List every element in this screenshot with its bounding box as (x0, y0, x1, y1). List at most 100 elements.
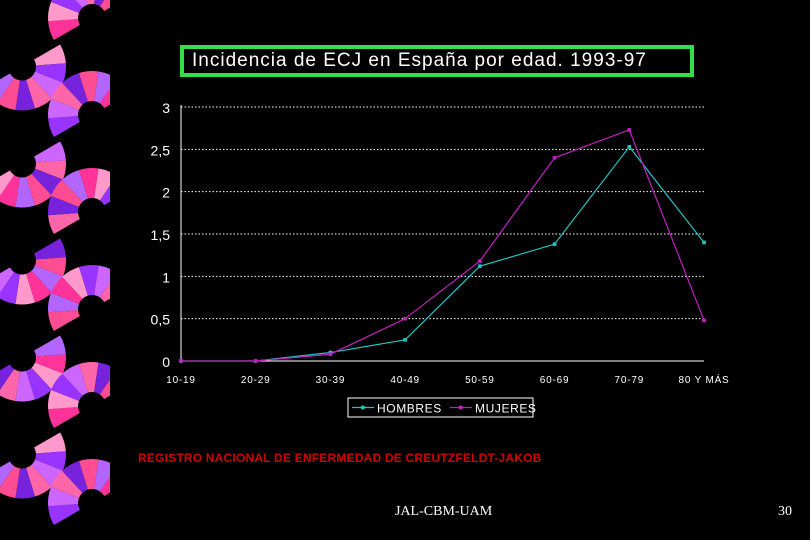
fan-segment (0, 272, 20, 305)
data-point (552, 156, 557, 160)
data-point (478, 259, 482, 263)
data-point (179, 359, 183, 363)
fan-segment (47, 98, 79, 119)
x-tick-label: 30-39 (316, 375, 346, 386)
x-tick-label: 10-19 (166, 375, 196, 386)
legend-marker (459, 405, 463, 410)
chart-title-box: Incidencia de ECJ en España por edad. 19… (180, 45, 694, 77)
fan-segment (0, 73, 15, 99)
fan-segment (62, 266, 88, 299)
fan-segment (48, 19, 80, 40)
fan-segment (26, 367, 52, 400)
fan-segment (15, 370, 35, 402)
x-tick-label: 60-69 (540, 375, 570, 386)
data-point (702, 240, 706, 245)
data-point (627, 128, 632, 132)
legend-label: HOMBRES (377, 402, 442, 416)
fan-segment (0, 267, 15, 293)
fan-segment (94, 168, 110, 201)
fan-segment (48, 116, 80, 137)
legend-box (347, 397, 534, 418)
fan-segment (51, 82, 83, 110)
x-tick-label: 20-29 (241, 375, 271, 386)
y-tick-label: 0,5 (151, 312, 171, 328)
fan-segment (35, 354, 66, 374)
fan-segment (0, 461, 15, 487)
fan-segment (86, 0, 95, 5)
fan-segment (62, 363, 88, 396)
source-note: REGISTRO NACIONAL DE ENFERMEDAD DE CREUT… (138, 451, 542, 465)
data-point (702, 318, 706, 323)
fan-segment (51, 276, 83, 304)
fan-segment (26, 173, 52, 206)
fan-segment (48, 195, 79, 216)
fan-segment (99, 185, 110, 205)
fan-segment (35, 451, 66, 471)
fan-segment (0, 466, 20, 499)
decorative-fan-border (0, 0, 110, 525)
fan-segment (0, 369, 20, 402)
fan-segment (34, 238, 66, 260)
y-tick-label: 2,5 (151, 142, 171, 158)
fan-segment (0, 364, 15, 390)
data-point (328, 352, 333, 357)
fan-motif (0, 335, 66, 402)
fan-motif (48, 0, 110, 40)
fan-segment (99, 379, 110, 399)
fan-segment (34, 335, 66, 357)
fan-segment (48, 1, 79, 22)
y-tick-label: 1,5 (151, 227, 171, 243)
fan-motif (48, 362, 110, 428)
footer-text: JAL-CBM-UAM (395, 504, 493, 519)
fan-segment (75, 0, 88, 8)
fan-segment (34, 141, 66, 163)
data-point (627, 144, 632, 149)
fan-segment (48, 486, 79, 507)
data-point (253, 359, 258, 363)
fan-segment (51, 470, 83, 498)
fan-segment (51, 179, 83, 207)
fan-segment (48, 310, 80, 331)
chart-title: Incidencia de ECJ en España por edad. 19… (192, 50, 647, 71)
fan-segment (26, 464, 52, 497)
fan-segment (94, 71, 110, 104)
fan-segment (79, 362, 99, 393)
y-tick-label: 0 (162, 354, 170, 370)
x-tick-label: 50-59 (465, 375, 495, 386)
fan-segment (48, 504, 80, 525)
fan-segment (15, 79, 35, 111)
data-point (403, 316, 407, 321)
x-tick-label: 40-49 (390, 375, 420, 386)
fan-segment (79, 168, 99, 199)
legend-label: MUJERES (475, 402, 537, 416)
fan-segment (62, 72, 88, 105)
fan-segment (51, 0, 83, 13)
page-number: 30 (778, 504, 792, 519)
data-point (403, 338, 407, 342)
fan-segment (34, 432, 66, 454)
fan-segment (35, 63, 66, 83)
fan-segment (34, 44, 66, 66)
x-tick-label: 70-79 (614, 375, 644, 386)
fan-segment (99, 88, 110, 108)
fan-segment (48, 407, 80, 428)
fan-segment (94, 362, 110, 395)
fan-segment (35, 160, 66, 180)
y-tick-label: 1 (162, 269, 170, 285)
fan-segment (79, 265, 99, 296)
fan-segment (94, 0, 105, 7)
y-tick-label: 3 (162, 100, 170, 116)
fan-segment (62, 169, 88, 202)
fan-segment (79, 71, 99, 102)
fan-segment (99, 282, 110, 302)
fan-segment (99, 0, 110, 11)
x-tick-label: 80 Y MÁS (678, 373, 729, 386)
fan-segment (0, 175, 20, 208)
fan-segment (94, 265, 110, 298)
fan-motif (48, 265, 110, 331)
fan-motif (47, 71, 110, 137)
series-line-mujeres (181, 129, 705, 362)
fan-motif (48, 168, 110, 234)
data-point (478, 264, 482, 268)
